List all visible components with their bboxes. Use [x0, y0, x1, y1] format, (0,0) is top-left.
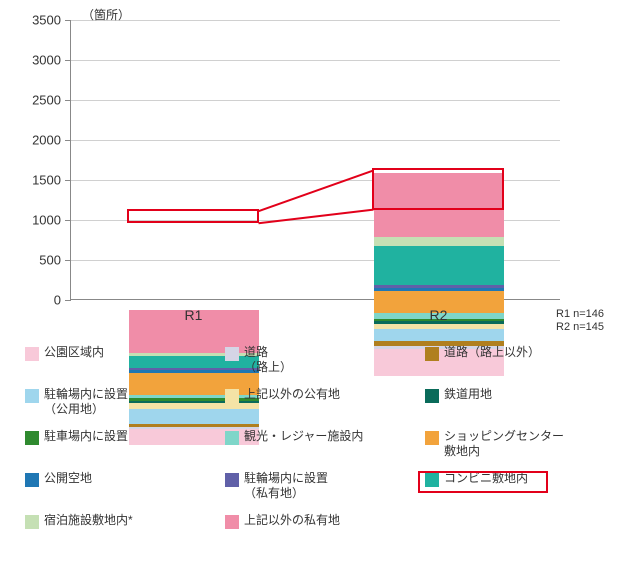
legend-swatch: [425, 431, 439, 445]
legend-swatch: [225, 389, 239, 403]
legend-item-road_on: 道路 （路上）: [225, 345, 292, 375]
y-tick: [65, 20, 71, 21]
seg-other_priv: [374, 173, 504, 237]
legend-item-mall: ショッピングセンター 敷地内: [425, 429, 564, 459]
y-tick: [65, 220, 71, 221]
legend-item-other_pub: 上記以外の公有地: [225, 387, 340, 403]
legend-label: 宿泊施設敷地内*: [44, 513, 133, 528]
bar-R1: [129, 165, 259, 299]
y-tick: [65, 180, 71, 181]
legend-label: 道路 （路上）: [244, 345, 292, 375]
y-tick-label: 2000: [32, 133, 61, 148]
seg-other_pub: [374, 324, 504, 330]
legend-label: 上記以外の公有地: [244, 387, 340, 402]
legend-item-hotel: 宿泊施設敷地内*: [25, 513, 133, 529]
legend-item-bike_priv: 駐輪場内に設置 （私有地）: [225, 471, 328, 501]
sample-size-label: R1 n=146: [556, 308, 604, 320]
legend-label: コンビニ敷地内: [444, 471, 528, 486]
bar-R2: [374, 96, 504, 299]
seg-bike_pub: [374, 329, 504, 341]
grid-line: [71, 20, 560, 21]
legend-swatch: [425, 389, 439, 403]
legend-item-rail: 鉄道用地: [425, 387, 492, 403]
seg-conv: [374, 246, 504, 285]
y-tick-label: 3500: [32, 13, 61, 28]
legend-label: 駐車場内に設置: [44, 429, 128, 444]
y-tick-label: 1500: [32, 173, 61, 188]
y-tick: [65, 60, 71, 61]
legend-label: ショッピングセンター 敷地内: [444, 429, 564, 459]
seg-hotel: [374, 237, 504, 247]
y-tick-label: 1000: [32, 213, 61, 228]
legend: 公園区域内 道路 （路上） 道路（路上以外） 駐輪場内に設置 （公用地） 上記以外の公有…: [25, 345, 627, 570]
legend-item-parking: 駐車場内に設置: [25, 429, 128, 445]
y-axis-title: （箇所）: [82, 6, 130, 23]
legend-item-tourism: 観光・レジャー施設内: [225, 429, 363, 445]
grid-line: [71, 60, 560, 61]
legend-item-conv: コンビニ敷地内: [425, 471, 528, 487]
legend-item-open: 公開空地: [25, 471, 92, 487]
legend-swatch: [425, 473, 439, 487]
y-tick-label: 500: [39, 253, 61, 268]
legend-label: 鉄道用地: [444, 387, 492, 402]
y-tick: [65, 300, 71, 301]
legend-swatch: [225, 473, 239, 487]
seg-open: [374, 288, 504, 291]
legend-swatch: [25, 473, 39, 487]
legend-label: 公開空地: [44, 471, 92, 486]
y-tick: [65, 140, 71, 141]
x-tick-label: R2: [430, 307, 448, 323]
y-tick-label: 0: [54, 293, 61, 308]
legend-swatch: [425, 347, 439, 361]
legend-swatch: [25, 389, 39, 403]
legend-swatch: [225, 347, 239, 361]
y-tick-label: 2500: [32, 93, 61, 108]
legend-label: 公園区域内: [44, 345, 104, 360]
legend-item-other_priv: 上記以外の私有地: [225, 513, 340, 529]
legend-item-park: 公園区域内: [25, 345, 104, 361]
chart-plot-area: 0500100015002000250030003500R1R2: [70, 20, 560, 300]
x-tick-label: R1: [185, 307, 203, 323]
sample-size-label: R2 n=145: [556, 321, 604, 333]
legend-swatch: [25, 515, 39, 529]
seg-bike_priv: [374, 285, 504, 287]
y-tick-label: 3000: [32, 53, 61, 68]
legend-item-road_off: 道路（路上以外）: [425, 345, 540, 361]
legend-swatch: [25, 347, 39, 361]
legend-swatch: [225, 431, 239, 445]
y-tick: [65, 100, 71, 101]
legend-label: 駐輪場内に設置 （公用地）: [44, 387, 128, 417]
legend-swatch: [225, 515, 239, 529]
legend-label: 道路（路上以外）: [444, 345, 540, 360]
legend-label: 上記以外の私有地: [244, 513, 340, 528]
y-tick: [65, 260, 71, 261]
legend-swatch: [25, 431, 39, 445]
legend-item-bike_pub: 駐輪場内に設置 （公用地）: [25, 387, 128, 417]
legend-label: 観光・レジャー施設内: [244, 429, 363, 444]
legend-label: 駐輪場内に設置 （私有地）: [244, 471, 328, 501]
